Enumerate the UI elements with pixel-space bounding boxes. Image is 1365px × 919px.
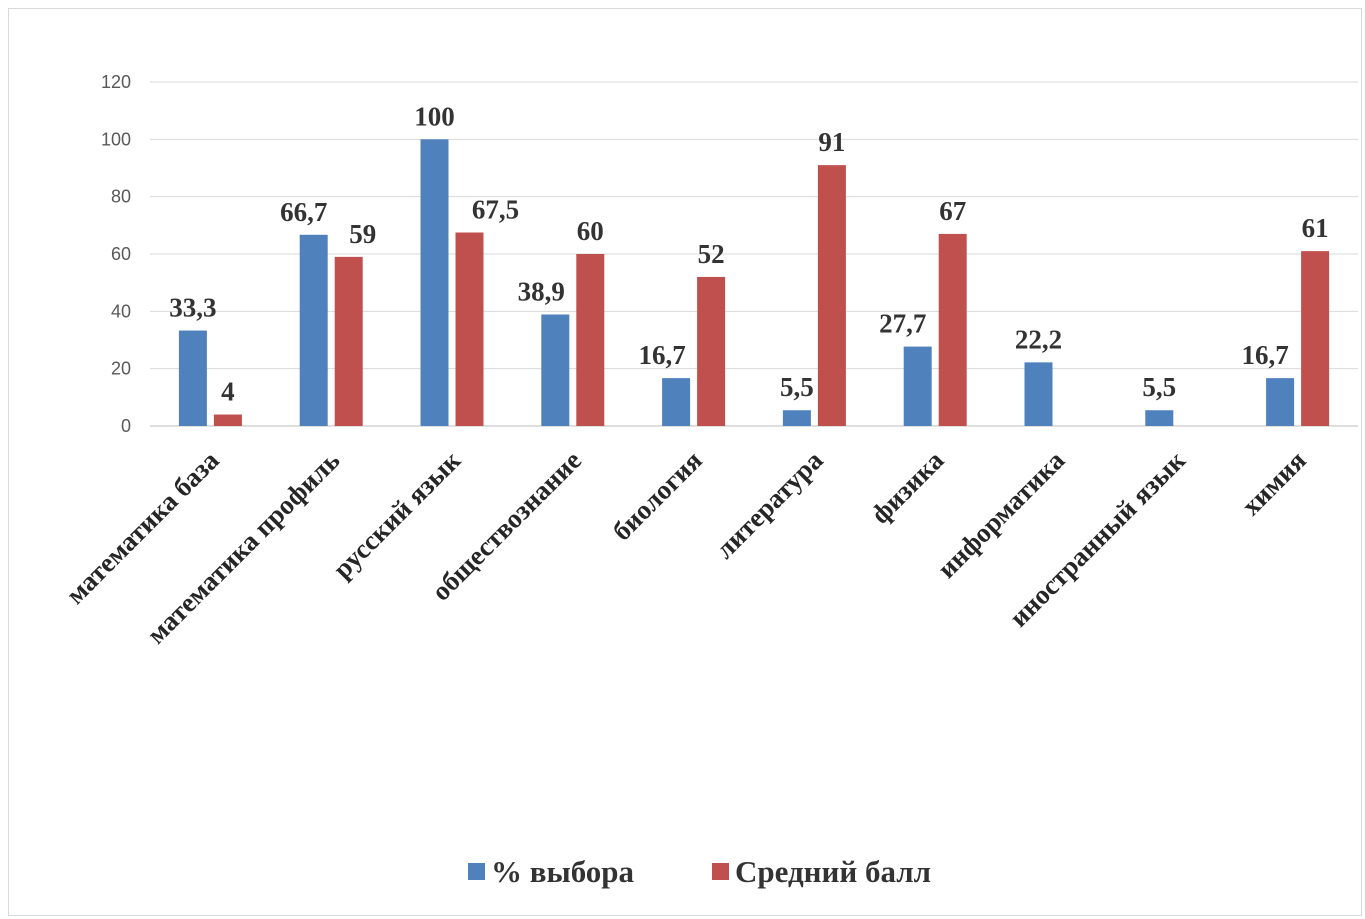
data-label: 60 bbox=[577, 216, 604, 246]
legend-label: Средний балл bbox=[735, 854, 931, 889]
bar-average-score bbox=[817, 165, 846, 426]
bar-average-score bbox=[455, 232, 484, 426]
bar-percent-choice bbox=[782, 410, 811, 426]
data-label: 16,7 bbox=[638, 340, 685, 370]
y-tick-label: 40 bbox=[111, 301, 131, 321]
bar-percent-choice bbox=[1266, 378, 1295, 426]
legend-label: % выбора bbox=[491, 854, 635, 889]
data-label: 67,5 bbox=[472, 195, 519, 225]
bar-percent-choice bbox=[903, 346, 932, 426]
data-label: 59 bbox=[349, 219, 376, 249]
bar-percent-choice bbox=[299, 234, 328, 426]
y-tick-label: 60 bbox=[111, 244, 131, 264]
data-label: 27,7 bbox=[879, 309, 926, 339]
legend-swatch-average bbox=[712, 863, 729, 880]
category-label: литература bbox=[709, 445, 829, 565]
bar-average-score bbox=[938, 233, 967, 426]
bar-average-score bbox=[1301, 251, 1330, 426]
data-label: 5,5 bbox=[1142, 372, 1176, 402]
category-label: информатика bbox=[931, 445, 1070, 584]
legend-swatch-percent bbox=[468, 863, 485, 880]
data-label: 38,9 bbox=[518, 276, 565, 306]
chart-frame bbox=[8, 8, 1362, 916]
data-label: 66,7 bbox=[280, 197, 327, 227]
category-label: физика bbox=[865, 445, 950, 530]
data-label: 33,3 bbox=[169, 293, 216, 323]
bar-percent-choice bbox=[541, 314, 570, 426]
y-tick-label: 20 bbox=[111, 359, 131, 379]
data-label: 5,5 bbox=[780, 372, 814, 402]
data-label: 61 bbox=[1302, 213, 1329, 243]
y-tick-label: 100 bbox=[101, 129, 131, 149]
data-label: 100 bbox=[414, 101, 455, 131]
bar-percent-choice bbox=[420, 139, 449, 427]
category-label: химия bbox=[1236, 445, 1312, 521]
data-label: 16,7 bbox=[1241, 340, 1288, 370]
y-tick-label: 120 bbox=[101, 72, 131, 92]
data-label: 22,2 bbox=[1015, 324, 1062, 354]
bar-percent-choice bbox=[1145, 410, 1174, 426]
data-label: 52 bbox=[698, 239, 725, 269]
y-tick-label: 80 bbox=[111, 187, 131, 207]
category-label: русский язык bbox=[327, 445, 466, 584]
data-label: 67 bbox=[939, 196, 966, 226]
category-label: биология bbox=[607, 445, 708, 546]
y-tick-label: 0 bbox=[121, 416, 131, 436]
data-label: 91 bbox=[818, 127, 845, 157]
data-label: 4 bbox=[221, 377, 235, 407]
bar-average-score bbox=[213, 414, 242, 426]
bar-average-score bbox=[697, 276, 726, 426]
bar-percent-choice bbox=[178, 330, 207, 426]
bar-percent-choice bbox=[662, 378, 691, 426]
bar-percent-choice bbox=[1024, 362, 1053, 426]
bar-average-score bbox=[334, 256, 363, 426]
bar-average-score bbox=[576, 254, 605, 426]
